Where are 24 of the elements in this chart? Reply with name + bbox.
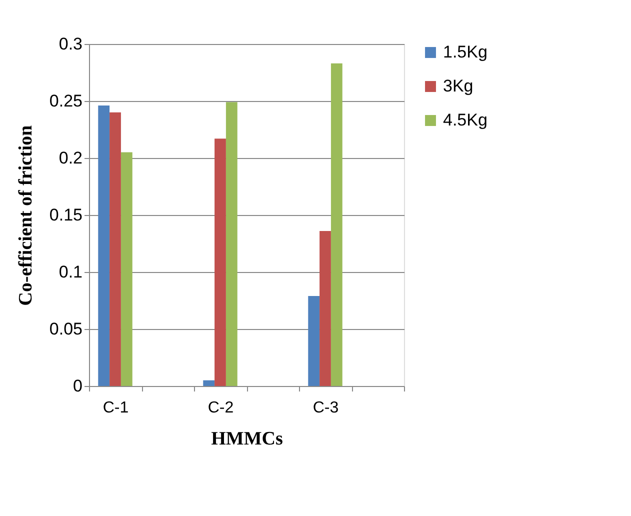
- x-axis-title: HMMCs: [211, 428, 283, 450]
- bar: [330, 63, 342, 386]
- legend-label: 1.5Kg: [443, 42, 488, 62]
- y-axis-title: Co-efficient of friction: [15, 124, 36, 306]
- y-tick-label: 0.15: [49, 206, 82, 224]
- bar: [110, 112, 121, 386]
- x-tick-label: C-1: [102, 400, 129, 416]
- legend-label: 4.5Kg: [443, 110, 488, 130]
- y-tick-label: 0.1: [58, 262, 82, 282]
- y-tick-label: 0.3: [58, 34, 82, 54]
- bar: [308, 296, 320, 386]
- y-tick-label: 0: [73, 376, 82, 396]
- y-tick-label: 0.2: [58, 148, 82, 168]
- bar: [203, 380, 215, 386]
- y-tick-label: 0.25: [49, 92, 82, 110]
- x-tick-label: C-2: [208, 400, 234, 416]
- y-tick-label: 0.05: [49, 320, 82, 338]
- legend-label: 3Kg: [443, 76, 474, 96]
- x-tick-label: C-3: [312, 400, 339, 416]
- bar: [98, 106, 110, 386]
- bar: [226, 102, 238, 386]
- bar: [120, 152, 132, 386]
- bar: [320, 230, 331, 386]
- bar: [214, 138, 226, 386]
